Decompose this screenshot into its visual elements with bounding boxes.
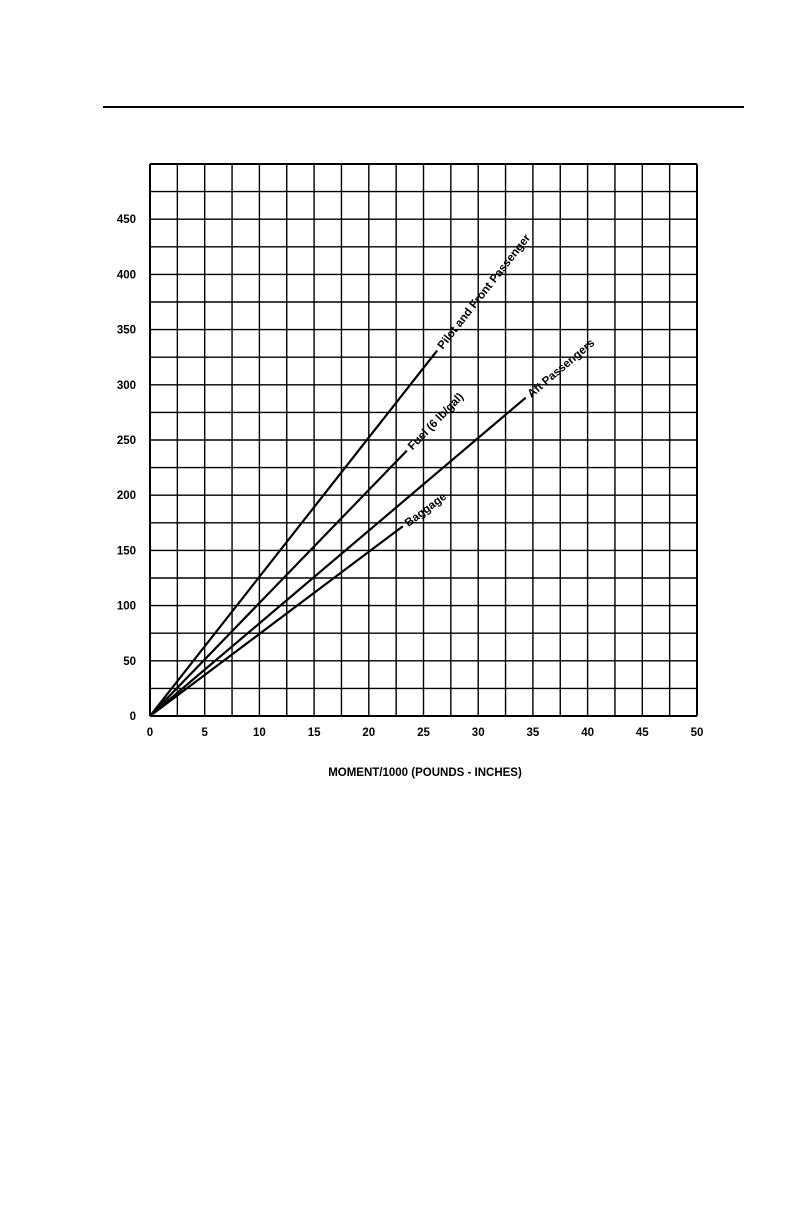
x-tick-label: 0 <box>147 727 153 739</box>
y-tick-label: 150 <box>117 545 136 557</box>
x-tick-label: 20 <box>362 727 375 739</box>
y-tick-label: 300 <box>117 380 136 392</box>
x-axis-ticks: 0 5 10 15 20 25 30 35 40 45 50 <box>147 727 704 739</box>
series-line <box>149 525 404 717</box>
series-label: Aft Passengers <box>526 337 598 400</box>
x-tick-label: 5 <box>201 727 208 739</box>
y-tick-label: 0 <box>130 711 136 723</box>
y-tick-label: 200 <box>117 490 136 502</box>
x-tick-label: 25 <box>417 727 430 739</box>
x-tick-label: 35 <box>527 727 540 739</box>
y-tick-label: 50 <box>123 656 136 668</box>
x-tick-label: 10 <box>253 727 266 739</box>
series-line <box>149 349 439 717</box>
x-axis-label: MOMENT/1000 (POUNDS - INCHES) <box>328 767 522 779</box>
series-line <box>149 449 408 717</box>
y-tick-label: 250 <box>117 435 136 447</box>
y-tick-label: 400 <box>117 269 136 281</box>
x-tick-label: 50 <box>691 727 704 739</box>
y-tick-label: 100 <box>117 601 136 613</box>
x-tick-label: 40 <box>581 727 594 739</box>
y-axis-ticks: 0 50 100 150 200 250 300 350 400 450 <box>117 214 136 723</box>
top-rule <box>103 106 744 108</box>
series-line <box>149 396 527 717</box>
series-lines <box>149 349 527 717</box>
x-tick-label: 45 <box>636 727 649 739</box>
x-tick-label: 30 <box>472 727 485 739</box>
series-label: Fuel (6 lb/gal) <box>406 391 466 453</box>
x-tick-label: 15 <box>308 727 321 739</box>
y-tick-label: 350 <box>117 325 136 337</box>
y-tick-label: 450 <box>117 214 136 226</box>
